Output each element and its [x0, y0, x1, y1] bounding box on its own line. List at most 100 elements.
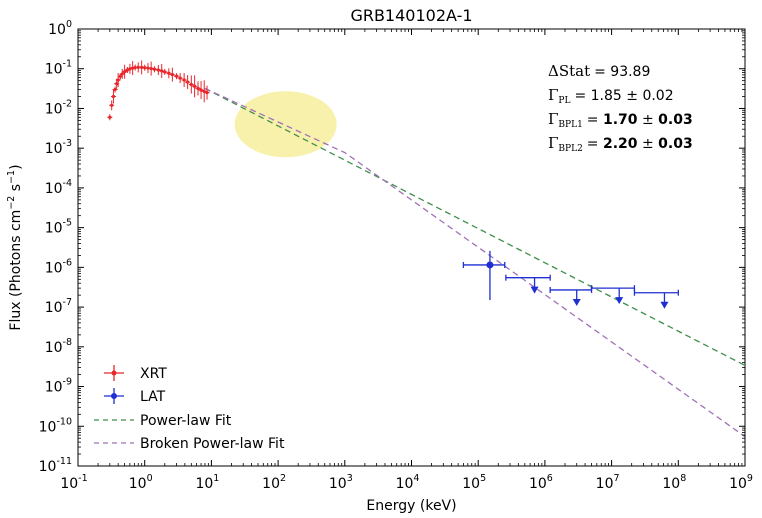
gamma-bpl2-text: ΓBPL2 = 2.20 ± 0.03 [548, 134, 693, 154]
y-tick-label: 10-6 [45, 257, 72, 276]
x-tick-label-base: 10 [596, 476, 614, 492]
y-axis-title-end: ) [8, 164, 24, 169]
xrt-point [166, 68, 172, 79]
lat-limit-arrow [572, 298, 581, 306]
x-tick-label: 100 [129, 473, 153, 492]
delta-stat-text: ΔStat = 93.89 [548, 62, 650, 80]
x-tick-label-base: 10 [662, 476, 680, 492]
x-tick-label: 108 [662, 473, 686, 492]
y-tick-label: 100 [48, 19, 72, 38]
xrt-marker [196, 86, 200, 90]
x-tick-label-exp: 8 [680, 473, 686, 484]
x-tick-label-base: 10 [329, 476, 347, 492]
y-tick-label-base: 10 [45, 101, 63, 117]
x-tick-label-base: 10 [60, 476, 78, 492]
lat-upper-limit [505, 274, 551, 294]
x-tick-label-base: 10 [529, 476, 547, 492]
xrt-marker [123, 70, 127, 74]
y-tick-label: 10-5 [45, 218, 72, 237]
xrt-point [198, 81, 204, 100]
y-tick-label-exp: -7 [63, 297, 72, 308]
xrt-marker [113, 87, 117, 92]
x-tick-label-exp: 2 [280, 473, 286, 484]
lat-point [462, 250, 506, 301]
legend-label-broken-power-law: Broken Power-law Fit [140, 436, 285, 452]
x-tick-label-base: 10 [396, 476, 414, 492]
lat-limit-arrow [615, 297, 624, 305]
xrt-point [195, 81, 201, 96]
legend-label-xrt: XRT [140, 366, 167, 382]
x-tick-label-exp: 3 [347, 473, 353, 484]
gamma-pl-text: ΓPL = 1.85 ± 0.02 [548, 86, 674, 106]
y-tick-label-base: 10 [45, 62, 63, 78]
xrt-point [174, 73, 180, 80]
xrt-point [188, 75, 194, 94]
xrt-marker [156, 68, 160, 72]
x-tick-label: 109 [729, 473, 753, 492]
y-tick-label-exp: -11 [56, 456, 72, 467]
legend: XRT LAT Power-law Fit Broken Power-law F… [94, 365, 285, 452]
fit-statistics: ΔStat = 93.89 ΓPL = 1.85 ± 0.02 ΓBPL1 = 1.7… [548, 62, 693, 154]
legend-lat-marker [111, 393, 117, 399]
xrt-point [109, 100, 115, 111]
lat-limit-arrow [660, 301, 669, 309]
xrt-marker [174, 74, 179, 78]
gamma-bpl2-sub: BPL2 [558, 144, 582, 154]
x-tick-label-exp: -1 [78, 473, 87, 484]
y-tick-label: 10-7 [45, 297, 72, 316]
xrt-point [110, 89, 116, 104]
xrt-marker [116, 78, 120, 82]
gamma-bpl1-text: ΓBPL1 = 1.70 ± 0.03 [548, 110, 693, 130]
x-tick-label: 102 [262, 473, 286, 492]
y-tick-label-base: 10 [48, 22, 66, 38]
legend-xrt-marker [111, 370, 117, 376]
xrt-point [201, 80, 207, 103]
legend-item-xrt: XRT [104, 365, 167, 382]
y-axis-title: Flux (Photons cm−2 s−1) [6, 164, 24, 330]
x-tick-label-exp: 4 [413, 473, 419, 484]
highlight-ellipse [234, 91, 337, 158]
xrt-marker [182, 78, 186, 82]
x-tick-label-exp: 5 [480, 473, 486, 484]
y-tick-label-exp: 0 [66, 19, 72, 30]
xrt-marker [170, 73, 174, 77]
x-tick-label: 103 [329, 473, 353, 492]
xrt-point [119, 68, 125, 79]
lat-marker [486, 261, 494, 269]
x-tick-label-base: 10 [729, 476, 747, 492]
y-axis-title-exp2: −1 [6, 170, 17, 184]
xrt-point [204, 85, 210, 100]
x-tick-label-base: 10 [129, 476, 147, 492]
xrt-point [122, 64, 128, 79]
y-tick-label: 10-2 [45, 98, 72, 117]
delta-stat-value: = 93.89 [594, 64, 650, 80]
xrt-marker [163, 70, 167, 74]
xrt-point [151, 66, 157, 73]
gamma-bpl1-symbol: Γ [548, 110, 558, 128]
xrt-marker [110, 103, 114, 107]
gamma-bpl1-pm: ± [638, 112, 659, 128]
y-tick-label: 10-3 [45, 138, 72, 157]
x-tick-label-base: 10 [462, 476, 480, 492]
y-tick-label-base: 10 [45, 221, 63, 237]
gamma-bpl1-bold-value: 1.70 [603, 112, 638, 128]
xrt-marker [133, 65, 137, 70]
xrt-marker [178, 76, 182, 80]
y-tick-label: 10-1 [45, 59, 72, 78]
legend-item-lat: LAT [104, 388, 166, 405]
y-tick-label: 10-10 [39, 416, 72, 435]
xrt-marker [205, 91, 209, 95]
y-tick-label: 10-4 [45, 178, 72, 197]
gamma-pl-symbol: Γ [548, 86, 558, 104]
xrt-point [185, 75, 191, 90]
gamma-bpl1-eq: = [587, 112, 603, 128]
x-tick-label-exp: 1 [213, 473, 219, 484]
xrt-point [115, 73, 121, 88]
xrt-point [181, 73, 187, 88]
y-axis-title-mid: s [8, 184, 24, 196]
y-tick-label-exp: -2 [63, 98, 72, 109]
xrt-marker [189, 82, 193, 87]
y-tick-label-base: 10 [45, 181, 63, 197]
xrt-marker [108, 115, 112, 119]
